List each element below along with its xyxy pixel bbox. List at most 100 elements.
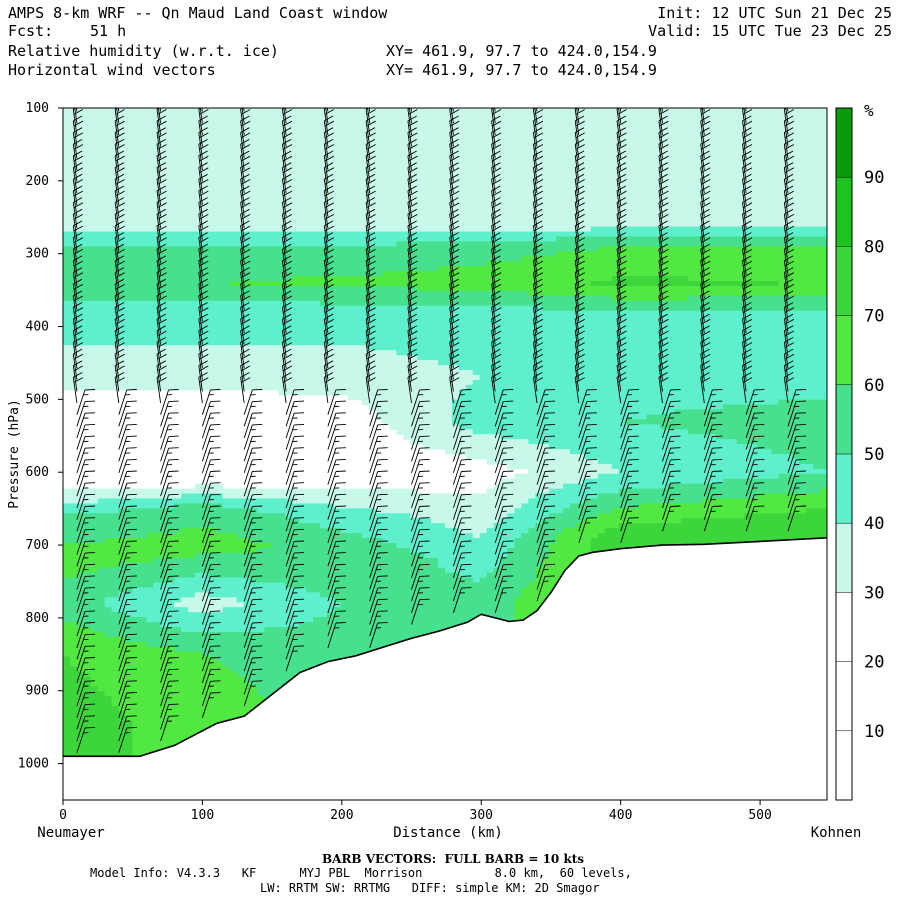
rh-cell	[181, 612, 189, 618]
rh-cell	[125, 602, 134, 608]
rh-cell	[97, 177, 106, 183]
rh-cell	[139, 706, 147, 712]
rh-cell	[326, 211, 335, 218]
rh-cell	[271, 290, 279, 297]
rh-cell	[188, 374, 196, 381]
rh-cell	[63, 112, 71, 119]
rh-cell	[299, 617, 307, 623]
rh-cell	[174, 177, 182, 183]
rh-cell	[299, 340, 307, 346]
rh-cell	[97, 676, 106, 682]
rh-cell	[333, 365, 342, 371]
rh-cell	[285, 622, 293, 628]
rh-cell	[208, 656, 217, 663]
rh-cell	[333, 261, 342, 267]
rh-cell	[111, 557, 120, 564]
rh-cell	[326, 651, 335, 658]
rh-cell	[90, 251, 99, 257]
rh-cell	[236, 528, 245, 534]
rh-cell	[250, 646, 259, 653]
rh-cell	[132, 617, 140, 623]
rh-cell	[285, 582, 293, 589]
rh-cell	[271, 246, 279, 252]
rh-cell	[257, 681, 266, 687]
rh-cell	[174, 236, 182, 243]
rh-cell	[104, 701, 113, 707]
rh-cell	[153, 379, 161, 386]
rh-cell	[236, 152, 245, 159]
rh-cell	[194, 631, 203, 638]
rh-cell	[132, 295, 140, 302]
rh-cell	[292, 117, 300, 124]
rh-cell	[139, 602, 147, 608]
rh-cell	[83, 365, 92, 371]
rh-cell	[250, 216, 259, 223]
rh-cell	[313, 276, 321, 282]
rh-cell	[201, 508, 210, 514]
rh-cell	[111, 187, 120, 193]
rh-cell	[326, 617, 335, 623]
rh-cell	[236, 592, 245, 598]
rh-cell	[104, 745, 113, 752]
rh-cell	[236, 167, 245, 173]
rh-cell	[90, 206, 99, 213]
rh-cell	[222, 152, 231, 159]
rh-cell	[333, 355, 342, 361]
rh-cell	[125, 281, 134, 287]
rh-cell	[132, 533, 140, 539]
rh-cell	[194, 547, 203, 554]
rh-cell	[139, 631, 147, 638]
rh-cell	[111, 350, 120, 356]
rh-cell	[347, 177, 356, 183]
rh-cell	[243, 533, 252, 539]
rh-cell	[222, 320, 231, 327]
rh-cell	[333, 137, 342, 144]
rh-cell	[104, 617, 113, 623]
rh-cell	[271, 523, 279, 529]
rh-cell	[229, 651, 238, 658]
rh-cell	[208, 127, 217, 134]
rh-cell	[160, 384, 168, 391]
rh-cell	[139, 172, 147, 178]
rh-cell	[250, 196, 259, 203]
rh-cell	[76, 162, 85, 168]
rh-cell	[104, 503, 113, 509]
rh-cell	[132, 622, 140, 628]
rh-cell	[257, 147, 266, 154]
rh-cell	[292, 241, 300, 247]
rh-cell	[83, 192, 92, 198]
rh-cell	[264, 152, 272, 159]
rh-cell	[118, 597, 127, 603]
rh-cell	[174, 725, 182, 732]
rh-cell	[90, 320, 99, 327]
rh-cell	[201, 666, 210, 673]
rh-cell	[104, 162, 113, 168]
rh-cell	[188, 211, 196, 218]
rh-cell	[257, 108, 266, 114]
rh-cell	[90, 627, 99, 633]
rh-cell	[194, 290, 203, 297]
rh-cell	[111, 602, 120, 608]
rh-cell	[146, 523, 154, 529]
rh-cell	[181, 221, 189, 228]
rh-cell	[215, 206, 224, 213]
rh-cell	[111, 335, 120, 341]
rh-cell	[292, 557, 300, 564]
rh-cell	[139, 117, 147, 124]
rh-cell	[160, 740, 168, 747]
rh-cell	[264, 360, 272, 366]
rh-cell	[333, 498, 342, 505]
rh-cell	[319, 305, 328, 312]
rh-cell	[278, 651, 286, 658]
rh-cell	[285, 142, 293, 149]
rh-cell	[208, 196, 217, 203]
rh-cell	[153, 681, 161, 687]
rh-cell	[340, 108, 349, 114]
rh-cell	[181, 661, 189, 668]
rh-cell	[292, 261, 300, 267]
rh-cell	[139, 725, 147, 732]
rh-cell	[326, 340, 335, 346]
rh-cell	[69, 607, 78, 613]
rh-cell	[153, 172, 161, 178]
rh-cell	[215, 711, 224, 717]
